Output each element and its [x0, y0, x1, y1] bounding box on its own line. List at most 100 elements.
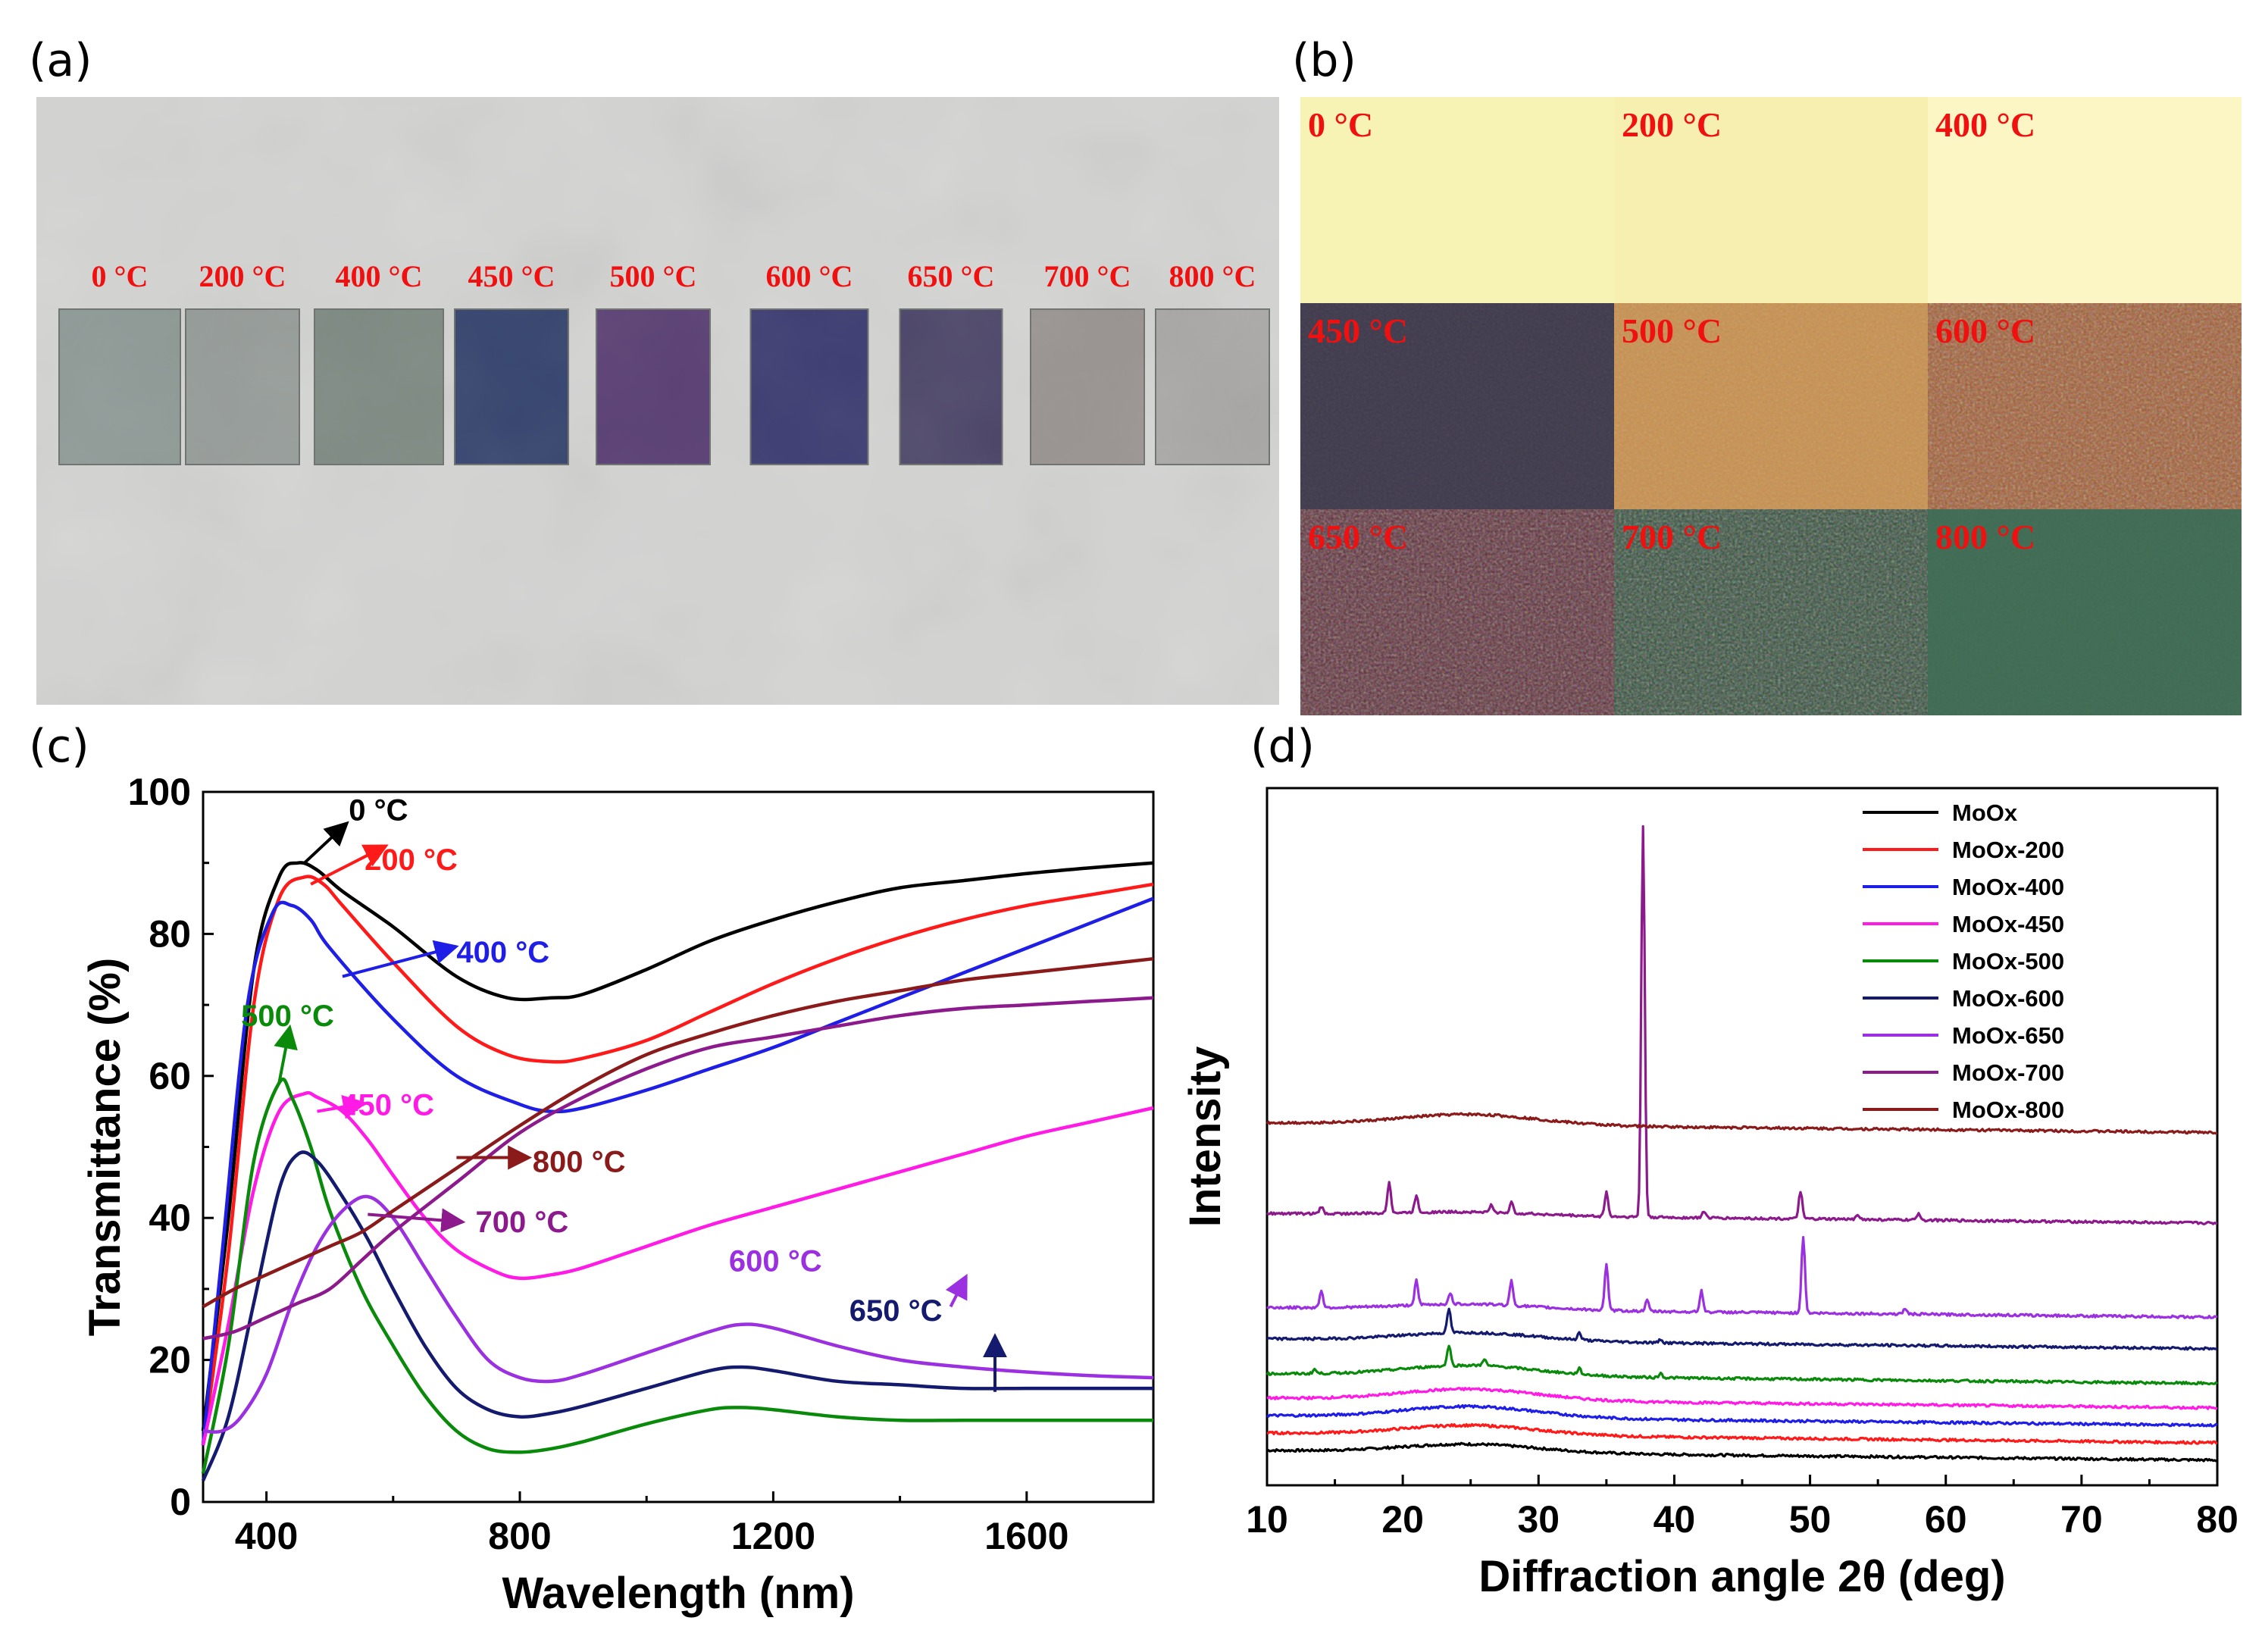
- legend-entry: MoOx-700: [1952, 1059, 2064, 1086]
- y-tick-label: 20: [149, 1339, 191, 1381]
- series-line-800C: [202, 956, 1154, 1309]
- legend-entry: MoOx-400: [1952, 874, 2064, 900]
- legend-entry: MoOx-450: [1952, 911, 2064, 937]
- annotation-arrow: [317, 1094, 368, 1119]
- annotation-label: 700 °C: [475, 1206, 568, 1239]
- xrd-series-MoOx-450: [1266, 1387, 2218, 1410]
- series-line-400C: [201, 896, 1154, 1446]
- annotation-label: 200 °C: [364, 843, 458, 877]
- x-axis-label: Diffraction angle 2θ (deg): [1478, 1552, 2005, 1601]
- xrd-series-MoOx-650: [1266, 1236, 2218, 1319]
- xrd-series-MoOx-800: [1266, 1112, 2218, 1135]
- x-tick-label: 40: [1653, 1498, 1696, 1541]
- xrd-series-MoOx-600: [1266, 1307, 2218, 1351]
- x-tick-label: 30: [1517, 1498, 1560, 1541]
- xrd-series-MoOx-500: [1266, 1344, 2219, 1386]
- x-tick-label: 50: [1789, 1498, 1832, 1541]
- series-line-700C: [202, 996, 1154, 1341]
- micrograph-tile: [1614, 97, 1928, 303]
- series-line-0C: [201, 861, 1154, 1431]
- annotation-label: 0 °C: [349, 793, 408, 827]
- sample-label: 400 °C: [336, 259, 423, 293]
- series-line-600C: [201, 1150, 1153, 1481]
- micrograph-texture: [1614, 509, 1928, 715]
- series-line-500C: [201, 1077, 1153, 1474]
- panel-a-label: (a): [29, 34, 92, 87]
- micrograph-label: 450 °C: [1308, 311, 1408, 350]
- x-tick-label: 1200: [731, 1515, 815, 1557]
- legend-entry: MoOx-800: [1952, 1097, 2064, 1123]
- micrograph-tile: [1928, 97, 2242, 303]
- annotation-arrow: [342, 940, 459, 978]
- annotation-arrow: [274, 1024, 298, 1084]
- micrograph-label: 400 °C: [1935, 105, 2035, 144]
- x-tick-label: 20: [1381, 1498, 1424, 1541]
- micrograph-label: 650 °C: [1308, 518, 1408, 556]
- micrograph-texture: [1928, 303, 2242, 509]
- x-axis-label: Wavelength (nm): [502, 1569, 854, 1618]
- panel-d-label: (d): [1250, 720, 1315, 773]
- micrograph-label: 700 °C: [1622, 518, 1722, 556]
- sample-slide-texture: [1031, 309, 1144, 465]
- y-tick-label: 60: [149, 1055, 191, 1097]
- sample-label: 600 °C: [766, 259, 853, 293]
- sample-label: 500 °C: [610, 259, 697, 293]
- micrograph-label: 0 °C: [1308, 105, 1373, 144]
- sample-slide-texture: [455, 309, 568, 465]
- y-tick-label: 80: [149, 912, 191, 955]
- sample-label: 650 °C: [908, 259, 995, 293]
- sample-slide-texture: [186, 309, 299, 465]
- legend-entry: MoOx-500: [1952, 948, 2064, 975]
- x-tick-label: 1600: [984, 1515, 1068, 1557]
- annotation-label: 450 °C: [341, 1088, 434, 1122]
- annotation-label: 600 °C: [729, 1244, 822, 1278]
- xrd-series-MoOx-400: [1266, 1403, 2218, 1428]
- micrograph-label: 500 °C: [1622, 311, 1722, 350]
- annotation-label: 500 °C: [241, 1000, 334, 1033]
- series-line-650C: [202, 1194, 1154, 1434]
- micrograph-label: 200 °C: [1622, 105, 1722, 144]
- sample-label: 800 °C: [1169, 259, 1256, 293]
- micrograph-texture: [1300, 303, 1614, 509]
- x-tick-label: 10: [1246, 1498, 1288, 1541]
- panel-c-label: (c): [29, 720, 89, 773]
- xrd-series-MoOx: [1266, 1441, 2218, 1463]
- legend-entry: MoOx-650: [1952, 1022, 2064, 1049]
- legend-entry: MoOx: [1952, 799, 2018, 826]
- x-tick-label: 800: [488, 1515, 551, 1557]
- series-line-450C: [201, 1090, 1154, 1446]
- xrd-series-MoOx-200: [1266, 1422, 2218, 1445]
- sample-slide-texture: [596, 309, 710, 465]
- y-tick-label: 100: [128, 771, 191, 813]
- annotation-arrow: [310, 844, 389, 886]
- y-axis-label: Transmittance (%): [80, 958, 130, 1337]
- micrograph-texture: [1928, 509, 2242, 715]
- micrograph-label: 600 °C: [1935, 311, 2035, 350]
- sample-slide-texture: [59, 309, 180, 465]
- xrd-series-MoOx-700: [1266, 824, 2218, 1225]
- annotation-arrow: [303, 821, 349, 865]
- plot-frame: [202, 790, 1155, 1503]
- micrograph-texture: [1614, 303, 1928, 509]
- annotation-label: 400 °C: [456, 936, 549, 969]
- y-axis-label: Intensity: [1181, 1047, 1230, 1228]
- sample-label: 700 °C: [1044, 259, 1131, 293]
- series-line-200C: [201, 874, 1154, 1446]
- legend-entry: MoOx-200: [1952, 837, 2064, 863]
- annotation-arrow: [368, 1208, 466, 1233]
- x-tick-label: 80: [2196, 1498, 2239, 1541]
- annotation-arrow: [945, 1273, 968, 1308]
- sample-slide-texture: [899, 309, 1003, 465]
- legend-entry: MoOx-600: [1952, 985, 2064, 1012]
- sample-label: 0 °C: [92, 259, 149, 293]
- x-tick-label: 60: [1925, 1498, 1967, 1541]
- sample-label: 450 °C: [468, 259, 555, 293]
- annotation-label: 650 °C: [849, 1294, 943, 1328]
- panel-b-micrographs: 0 °C 200 °C 400 °C 450 °C 500 °C 600 °C 650 °C…: [1300, 97, 2242, 715]
- x-tick-label: 70: [2060, 1498, 2103, 1541]
- panel-b-label: (b): [1292, 34, 1356, 87]
- sample-slide-texture: [1156, 309, 1269, 465]
- micrograph-label: 800 °C: [1935, 518, 2035, 556]
- micrograph-texture: [1300, 509, 1614, 715]
